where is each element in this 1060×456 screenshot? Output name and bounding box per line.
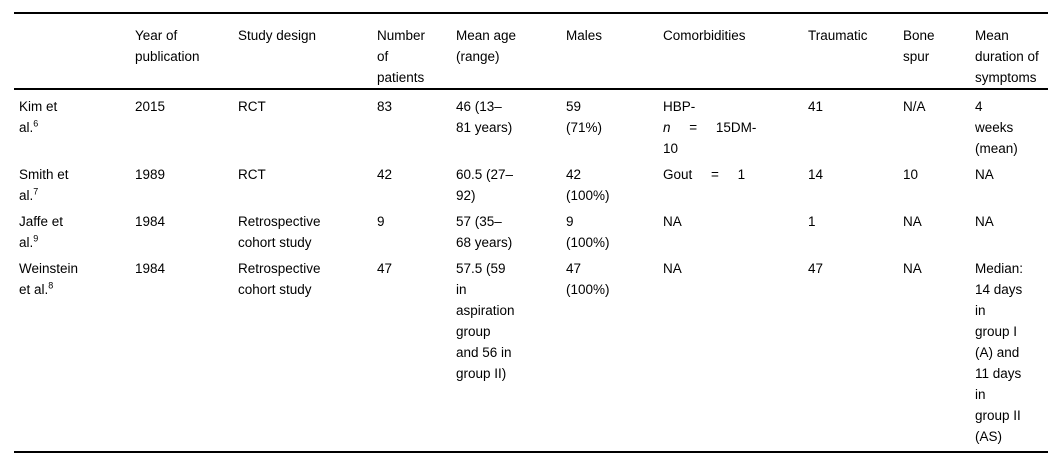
table-row: Weinstein et al.8 1984 Retrospective coh…	[14, 253, 1048, 452]
column-header-traumatic: Traumatic	[808, 13, 903, 90]
column-header-number-of-patients: Number of patients	[377, 13, 456, 90]
cell-design: Retrospective cohort study	[238, 214, 321, 250]
cell-comorbidities: Gout = 1	[663, 159, 808, 206]
comorbidity-text: NA	[663, 214, 682, 229]
cell-study: Jaffe et al.9	[14, 206, 135, 253]
cell-males: 9 (100%)	[566, 214, 610, 250]
cell-design: RCT	[238, 167, 266, 182]
column-header-mean-age-range: Mean age (range)	[456, 13, 566, 90]
cell-comorbidities: HBP- n = 15DM- 10	[663, 89, 808, 159]
cell-comorbidities: NA	[663, 253, 808, 452]
column-header-comorbidities: Comorbidities	[663, 13, 808, 90]
table-row: Jaffe et al.9 1984 Retrospective cohort …	[14, 206, 1048, 253]
study-name: Kim et al.	[19, 99, 58, 135]
reference-superscript: 6	[33, 118, 39, 129]
column-header-males: Males	[566, 13, 663, 90]
cell-study: Weinstein et al.8	[14, 253, 135, 452]
cell-patients: 9	[377, 214, 385, 229]
cell-design: RCT	[238, 99, 266, 114]
cell-age: 46 (13– 81 years)	[456, 99, 513, 135]
cell-comorbidities: NA	[663, 206, 808, 253]
column-header-mean-duration-of-symptoms: Mean duration of symptoms	[975, 13, 1048, 90]
cell-year: 2015	[135, 99, 166, 114]
cell-traumatic: 1	[808, 214, 816, 229]
cell-traumatic: 47	[808, 261, 824, 276]
column-header-study	[14, 13, 135, 90]
cell-traumatic: 41	[808, 99, 824, 114]
cell-bone-spur: 10	[903, 167, 919, 182]
cell-year: 1989	[135, 167, 166, 182]
cell-age: 57.5 (59 in aspiration group and 56 in g…	[456, 261, 515, 381]
cell-bone-spur: N/A	[903, 99, 926, 114]
studies-table: Year of publication Study design Number …	[14, 12, 1048, 453]
comorbidity-text: HBP-	[663, 99, 696, 114]
cell-year: 1984	[135, 214, 166, 229]
table-row: Kim et al.6 2015 RCT 83 46 (13– 81 years…	[14, 89, 1048, 159]
cell-year: 1984	[135, 261, 166, 276]
cell-age: 60.5 (27– 92)	[456, 167, 514, 203]
cell-traumatic: 14	[808, 167, 824, 182]
cell-bone-spur: NA	[903, 214, 922, 229]
cell-males: 42 (100%)	[566, 167, 610, 203]
cell-study: Kim et al.6	[14, 89, 135, 159]
column-header-study-design: Study design	[238, 13, 377, 90]
study-name: Smith et al.	[19, 167, 69, 203]
cell-males: 59 (71%)	[566, 99, 603, 135]
cell-duration: NA	[975, 167, 994, 182]
reference-superscript: 8	[48, 280, 54, 291]
comorbidity-n-variable: n	[663, 120, 671, 135]
comorbidity-text: NA	[663, 261, 682, 276]
cell-design: Retrospective cohort study	[238, 261, 321, 297]
reference-superscript: 9	[33, 233, 39, 244]
cell-duration: Median: 14 days in group I (A) and 11 da…	[975, 261, 1024, 444]
table-header: Year of publication Study design Number …	[14, 13, 1048, 90]
cell-patients: 42	[377, 167, 393, 182]
study-name: Jaffe et al.	[19, 214, 64, 250]
cell-duration: 4 weeks (mean)	[975, 99, 1018, 156]
header-row: Year of publication Study design Number …	[14, 13, 1048, 90]
column-header-bone-spur: Bone spur	[903, 13, 975, 90]
comorbidity-text: Gout = 1	[663, 167, 746, 182]
study-name: Weinstein et al.	[19, 261, 79, 297]
table-body: Kim et al.6 2015 RCT 83 46 (13– 81 years…	[14, 89, 1048, 452]
cell-bone-spur: NA	[903, 261, 922, 276]
cell-duration: NA	[975, 214, 994, 229]
reference-superscript: 7	[33, 186, 39, 197]
comorbidity-text: = 15DM- 10	[663, 120, 757, 156]
column-header-year-of-publication: Year of publication	[135, 13, 238, 90]
cell-patients: 47	[377, 261, 393, 276]
cell-males: 47 (100%)	[566, 261, 610, 297]
cell-patients: 83	[377, 99, 393, 114]
cell-age: 57 (35– 68 years)	[456, 214, 513, 250]
cell-study: Smith et al.7	[14, 159, 135, 206]
table-row: Smith et al.7 1989 RCT 42 60.5 (27– 92) …	[14, 159, 1048, 206]
